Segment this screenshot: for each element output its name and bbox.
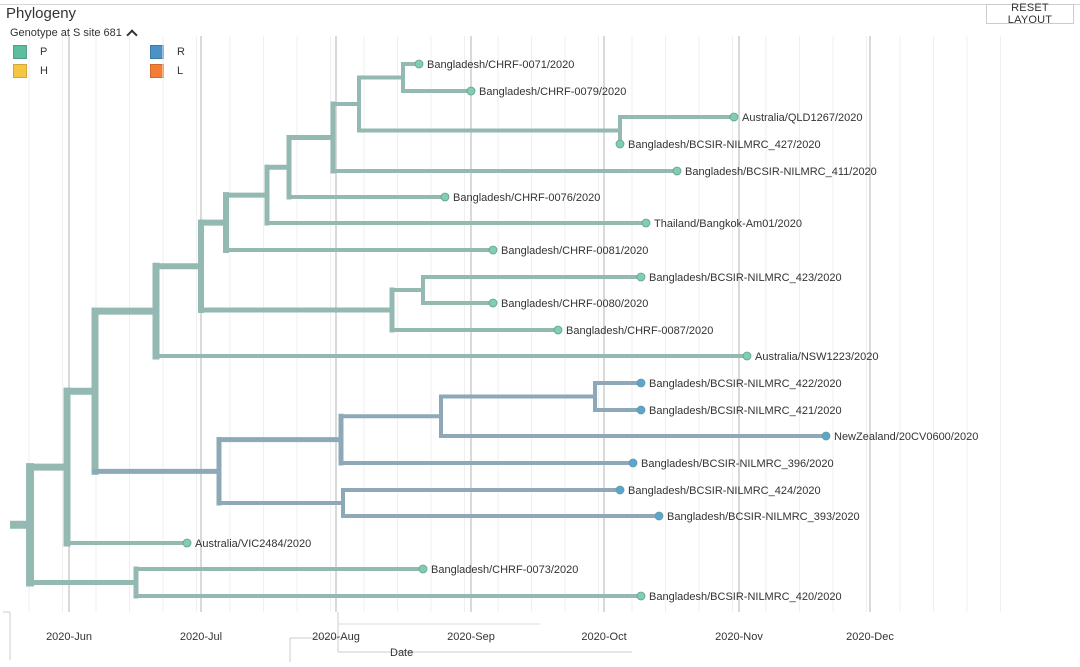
tip-label: Bangladesh/BCSIR-NILMRC_396/2020 [641,458,834,470]
tree-tip[interactable]: Bangladesh/CHRF-0076/2020 [440,192,600,204]
tree-tip[interactable]: Bangladesh/BCSIR-NILMRC_393/2020 [654,511,860,523]
tip-label: Bangladesh/CHRF-0079/2020 [479,86,626,98]
tip-label: Bangladesh/CHRF-0080/2020 [501,298,648,310]
date-axis: 2020-Jun 2020-Jul 2020-Aug 2020-Sep 2020-Oct… [3,611,894,662]
tree-tips[interactable]: Bangladesh/CHRF-0071/2020 Bangladesh/CHRF… [182,59,978,603]
tip-node[interactable] [488,298,498,308]
tree-tip[interactable]: Bangladesh/CHRF-0071/2020 [414,59,574,71]
legend-item-l[interactable]: L [150,64,183,78]
legend-title: Genotype at S site 681 [10,27,122,39]
tip-node[interactable] [418,564,428,574]
tip-label: Bangladesh/BCSIR-NILMRC_423/2020 [649,272,842,284]
tree-tip[interactable]: Bangladesh/CHRF-0081/2020 [488,245,648,257]
axis-tick-label: 2020-Jun [46,631,92,643]
tip-node[interactable] [729,112,739,122]
tip-label: NewZealand/20CV0600/2020 [834,431,978,443]
tree-tip[interactable]: Bangladesh/BCSIR-NILMRC_427/2020 [615,139,821,151]
panel-title: Phylogeny [6,5,77,22]
legend-item-h[interactable]: H [13,64,48,78]
tip-node[interactable] [466,86,476,96]
axis-tick-label: 2020-Sep [447,631,495,643]
tip-node[interactable] [821,431,831,441]
tip-node[interactable] [553,325,563,335]
tip-node[interactable] [182,538,192,548]
legend-label-r: R [177,46,185,58]
tip-label: Bangladesh/BCSIR-NILMRC_421/2020 [649,405,842,417]
tree-tip[interactable]: Bangladesh/CHRF-0079/2020 [466,86,626,98]
legend-toggle[interactable]: Genotype at S site 681 [10,27,138,41]
tree-tip[interactable]: Bangladesh/BCSIR-NILMRC_422/2020 [636,378,842,390]
axis-tick-label: 2020-Nov [715,631,763,643]
tip-label: Australia/VIC2484/2020 [195,538,311,550]
tip-label: Bangladesh/CHRF-0071/2020 [427,59,574,71]
legend-label-p: P [40,46,48,58]
tip-node[interactable] [641,218,651,228]
tip-label: Bangladesh/CHRF-0076/2020 [453,192,600,204]
tip-label: Australia/NSW1223/2020 [755,351,879,363]
tree-tip[interactable]: Bangladesh/BCSIR-NILMRC_396/2020 [628,458,834,470]
tree-tip[interactable]: Bangladesh/BCSIR-NILMRC_423/2020 [636,272,842,284]
tree-tip[interactable]: Australia/QLD1267/2020 [729,112,862,124]
tip-node[interactable] [615,139,625,149]
tip-label: Bangladesh/BCSIR-NILMRC_420/2020 [649,591,842,603]
tip-node[interactable] [636,591,646,601]
tip-node[interactable] [654,511,664,521]
tree-tip[interactable]: Bangladesh/CHRF-0080/2020 [488,298,648,310]
tree-tip[interactable]: Bangladesh/BCSIR-NILMRC_420/2020 [636,591,842,603]
tree-tip[interactable]: Australia/VIC2484/2020 [182,538,311,550]
top-rule [0,4,1080,5]
tip-node[interactable] [488,245,498,255]
reset-layout-button[interactable]: RESET LAYOUT [986,2,1074,26]
tip-node[interactable] [636,405,646,415]
axis-tick-label: 2020-Oct [581,631,626,643]
tip-label: Bangladesh/CHRF-0081/2020 [501,245,648,257]
tree-tip[interactable]: Thailand/Bangkok-Am01/2020 [641,218,802,230]
time-grid [28,36,1001,612]
legend-label-h: H [40,65,48,77]
legend-swatch-p [13,45,27,59]
axis-tick-label: 2020-Jul [180,631,222,643]
tree-tip[interactable]: NewZealand/20CV0600/2020 [821,431,978,443]
axis-tick-label: 2020-Dec [846,631,894,643]
tip-node[interactable] [414,59,424,69]
tip-label: Bangladesh/BCSIR-NILMRC_427/2020 [628,139,821,151]
legend-item-p[interactable]: P [13,45,47,59]
legend-label-l: L [177,65,184,77]
axis-title: Date [390,647,413,659]
tree-branches [10,62,828,599]
tree-tip[interactable]: Bangladesh/CHRF-0087/2020 [553,325,713,337]
tip-label: Bangladesh/BCSIR-NILMRC_424/2020 [628,485,821,497]
tip-label: Bangladesh/BCSIR-NILMRC_411/2020 [685,166,877,178]
tip-node[interactable] [636,378,646,388]
tip-node[interactable] [672,166,682,176]
tip-node[interactable] [615,485,625,495]
legend-swatch-h [13,64,27,78]
tip-label: Bangladesh/BCSIR-NILMRC_393/2020 [667,511,860,523]
tip-node[interactable] [636,272,646,282]
tree-tip[interactable]: Australia/NSW1223/2020 [742,351,879,363]
axis-tick-label: 2020-Aug [312,631,360,643]
tip-node[interactable] [628,458,638,468]
tree-tip[interactable]: Bangladesh/BCSIR-NILMRC_421/2020 [636,405,842,417]
tree-tip[interactable]: Bangladesh/BCSIR-NILMRC_424/2020 [615,485,821,497]
tip-node[interactable] [440,192,450,202]
tip-label: Bangladesh/CHRF-0073/2020 [431,564,578,576]
tree-tip[interactable]: Bangladesh/CHRF-0073/2020 [418,564,578,576]
tree-tip[interactable]: Bangladesh/BCSIR-NILMRC_411/2020 [672,166,877,178]
tip-label: Australia/QLD1267/2020 [742,112,862,124]
tip-label: Bangladesh/BCSIR-NILMRC_422/2020 [649,378,842,390]
tip-node[interactable] [742,351,752,361]
tip-label: Thailand/Bangkok-Am01/2020 [654,218,802,230]
tip-label: Bangladesh/CHRF-0087/2020 [566,325,713,337]
